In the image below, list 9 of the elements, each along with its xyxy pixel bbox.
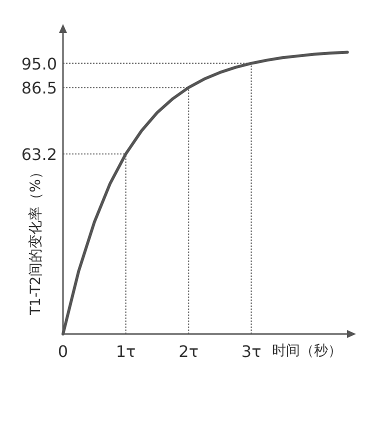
x-tick-label: 3τ: [241, 342, 262, 361]
x-axis-title: 时间（秒）: [272, 343, 342, 359]
x-tick-label: 0: [58, 342, 68, 361]
x-tick-label: 1τ: [116, 342, 136, 361]
y-tick-label: 63.2: [21, 144, 57, 164]
y-axis-title: T1-T2间的变化率（%）: [28, 165, 44, 316]
x-tick-label: 2τ: [178, 342, 198, 361]
y-tick-label: 95.0: [21, 54, 57, 74]
y-tick-label: 86.5: [21, 78, 57, 98]
